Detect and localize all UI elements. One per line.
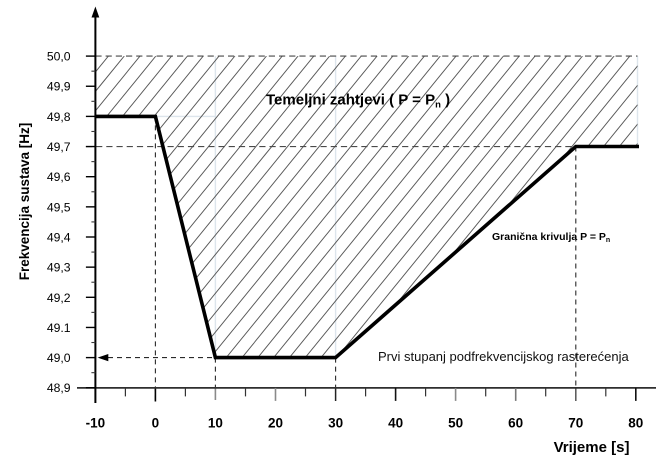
svg-text:20: 20 [268,416,283,431]
svg-text:49,4: 49,4 [47,231,71,245]
svg-text:49,3: 49,3 [47,261,71,275]
svg-text:48,9: 48,9 [47,381,71,395]
svg-text:50: 50 [448,416,463,431]
svg-text:49,9: 49,9 [47,80,71,94]
svg-text:49,2: 49,2 [47,291,71,305]
svg-text:49,0: 49,0 [47,351,71,365]
svg-text:49,6: 49,6 [47,170,71,184]
svg-text:40: 40 [388,416,403,431]
svg-text:30: 30 [328,416,343,431]
svg-text:70: 70 [568,416,583,431]
svg-text:50,0: 50,0 [47,50,71,64]
svg-text:49,8: 49,8 [47,110,71,124]
svg-text:80: 80 [628,416,643,431]
svg-text:49.1: 49.1 [47,321,71,335]
svg-text:10: 10 [208,416,223,431]
svg-text:Prvi stupanj podfrekvencijskog: Prvi stupanj podfrekvencijskog rastereće… [378,349,630,364]
svg-text:0: 0 [152,416,160,431]
svg-text:Temeljni zahtjevi ( P = Pn ): Temeljni zahtjevi ( P = Pn ) [266,92,450,111]
svg-text:49,5: 49,5 [47,200,71,214]
svg-text:49,7: 49,7 [47,140,71,154]
svg-text:Frekvencija sustava [Hz]: Frekvencija sustava [Hz] [17,123,32,281]
svg-text:Granična krivulja P = Pn: Granična krivulja P = Pn [492,231,610,244]
svg-text:-10: -10 [86,416,106,431]
svg-text:60: 60 [508,416,523,431]
svg-text:Vrijeme [s]: Vrijeme [s] [554,439,630,456]
